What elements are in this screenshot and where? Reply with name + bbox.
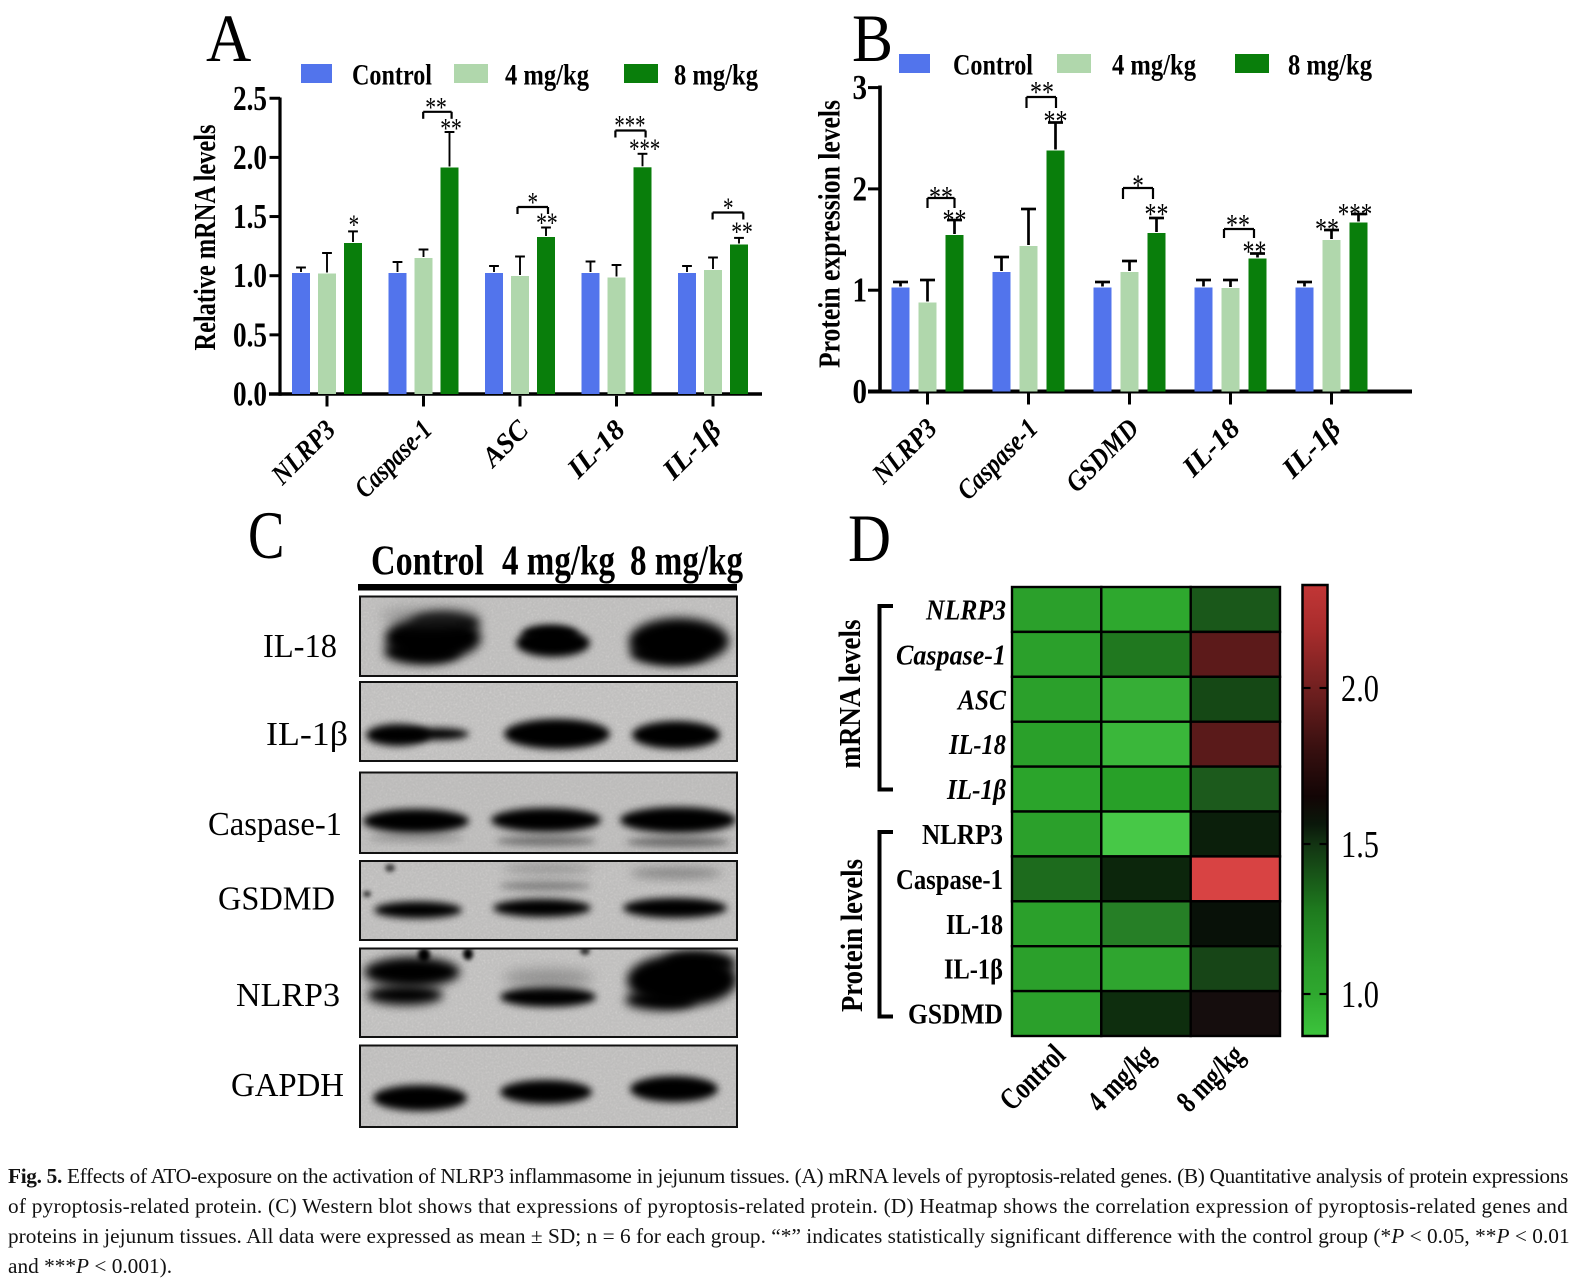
svg-text:Caspase-1: Caspase-1 <box>349 415 439 505</box>
svg-text:**: ** <box>1226 207 1250 242</box>
svg-text:IL-18: IL-18 <box>1176 413 1247 484</box>
svg-text:NLRP3: NLRP3 <box>925 594 1006 626</box>
svg-text:2.0: 2.0 <box>233 138 267 177</box>
svg-text:8 mg/kg: 8 mg/kg <box>674 59 758 92</box>
svg-text:2: 2 <box>853 169 868 208</box>
svg-text:ASC: ASC <box>956 684 1006 716</box>
svg-text:Control: Control <box>953 49 1033 82</box>
svg-text:**: ** <box>943 202 967 237</box>
svg-text:Control: Control <box>371 539 484 585</box>
svg-text:**: ** <box>1315 211 1339 246</box>
svg-text:IL-18: IL-18 <box>561 415 632 486</box>
svg-text:**: ** <box>1044 103 1068 138</box>
svg-text:IL-18: IL-18 <box>263 628 337 665</box>
svg-text:*: * <box>528 188 539 219</box>
svg-text:IL-1β: IL-1β <box>266 716 348 753</box>
svg-text:Caspase-1: Caspase-1 <box>208 806 342 843</box>
svg-text:NLRP3: NLRP3 <box>866 413 944 491</box>
svg-text:GAPDH: GAPDH <box>231 1067 344 1104</box>
svg-text:**: ** <box>425 93 447 124</box>
svg-text:B: B <box>852 0 893 76</box>
svg-text:2.0: 2.0 <box>1341 668 1379 710</box>
svg-text:IL-1β: IL-1β <box>944 955 1003 986</box>
svg-text:A: A <box>206 0 251 76</box>
svg-text:***: *** <box>614 111 645 142</box>
svg-text:*: * <box>1132 167 1144 202</box>
svg-text:Caspase-1: Caspase-1 <box>951 413 1044 506</box>
svg-text:8 mg/kg: 8 mg/kg <box>1288 49 1372 82</box>
svg-text:1.5: 1.5 <box>1341 824 1379 866</box>
svg-text:NLRP3: NLRP3 <box>922 820 1003 851</box>
svg-text:1.5: 1.5 <box>233 197 267 236</box>
svg-text:2.5: 2.5 <box>233 79 267 118</box>
svg-text:**: ** <box>440 114 462 145</box>
svg-text:C: C <box>248 497 285 573</box>
svg-text:NLRP3: NLRP3 <box>236 977 340 1014</box>
svg-text:IL-1β: IL-1β <box>1275 413 1348 486</box>
svg-text:***: *** <box>1338 196 1372 231</box>
svg-text:4 mg/kg: 4 mg/kg <box>502 539 615 585</box>
svg-text:**: ** <box>731 217 753 248</box>
svg-text:**: ** <box>536 208 558 239</box>
svg-text:mRNA levels: mRNA levels <box>832 620 867 769</box>
svg-text:GSDMD: GSDMD <box>908 1000 1003 1031</box>
svg-text:0.5: 0.5 <box>233 315 267 354</box>
svg-text:8 mg/kg: 8 mg/kg <box>630 539 743 585</box>
svg-text:1.0: 1.0 <box>1341 974 1379 1016</box>
svg-text:8 mg/kg: 8 mg/kg <box>1169 1037 1251 1119</box>
svg-text:GSDMD: GSDMD <box>218 881 335 918</box>
svg-text:IL-18: IL-18 <box>946 910 1003 941</box>
svg-text:D: D <box>848 500 891 576</box>
svg-text:**: ** <box>1145 196 1169 231</box>
svg-text:**: ** <box>929 179 953 214</box>
svg-text:Relative mRNA levels: Relative mRNA levels <box>187 125 222 351</box>
svg-text:0: 0 <box>853 372 868 411</box>
svg-text:1: 1 <box>853 271 868 310</box>
svg-text:IL-1β: IL-1β <box>656 414 729 487</box>
svg-text:4 mg/kg: 4 mg/kg <box>505 59 589 92</box>
svg-text:Control: Control <box>352 59 432 92</box>
svg-text:IL-18: IL-18 <box>948 729 1006 761</box>
svg-text:0.0: 0.0 <box>233 375 267 414</box>
svg-text:**: ** <box>1243 234 1267 269</box>
svg-text:3: 3 <box>853 68 868 107</box>
svg-text:ASC: ASC <box>475 414 535 474</box>
svg-text:Caspase-1: Caspase-1 <box>896 865 1003 896</box>
svg-text:4 mg/kg: 4 mg/kg <box>1080 1037 1162 1119</box>
svg-text:***: *** <box>629 135 660 166</box>
svg-text:4 mg/kg: 4 mg/kg <box>1112 49 1196 82</box>
svg-text:Protein expression levels: Protein expression levels <box>812 100 847 368</box>
svg-text:**: ** <box>1030 74 1054 109</box>
svg-text:GSDMD: GSDMD <box>1060 413 1146 499</box>
svg-text:NLRP3: NLRP3 <box>265 415 342 492</box>
svg-text:1.0: 1.0 <box>233 256 267 295</box>
svg-text:Caspase-1: Caspase-1 <box>896 639 1006 671</box>
svg-text:Protein levels: Protein levels <box>834 859 869 1012</box>
svg-text:*: * <box>723 194 734 225</box>
svg-text:Control: Control <box>992 1037 1072 1117</box>
svg-text:IL-1β: IL-1β <box>946 774 1006 806</box>
svg-text:*: * <box>349 210 360 241</box>
